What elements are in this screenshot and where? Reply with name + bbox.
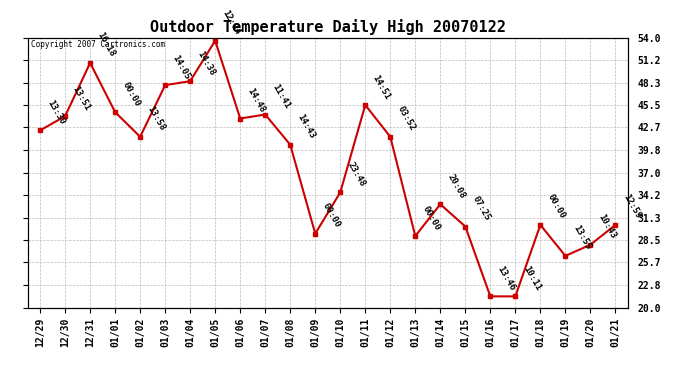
Text: 00:00: 00:00 <box>421 204 442 232</box>
Text: 14:38: 14:38 <box>196 49 217 77</box>
Text: 00:00: 00:00 <box>546 193 567 221</box>
Text: 14:05: 14:05 <box>170 53 192 81</box>
Text: 07:25: 07:25 <box>471 195 492 222</box>
Text: 13:51: 13:51 <box>70 84 92 112</box>
Text: 23:48: 23:48 <box>346 160 367 188</box>
Text: 20:08: 20:08 <box>446 172 467 200</box>
Text: 11:41: 11:41 <box>270 82 292 110</box>
Title: Outdoor Temperature Daily High 20070122: Outdoor Temperature Daily High 20070122 <box>150 19 506 35</box>
Text: Copyright 2007 Cartronics.com: Copyright 2007 Cartronics.com <box>30 40 165 49</box>
Text: 13:55: 13:55 <box>571 224 592 252</box>
Text: 16:18: 16:18 <box>96 31 117 59</box>
Text: 14:51: 14:51 <box>371 73 392 101</box>
Text: 14:43: 14:43 <box>296 113 317 141</box>
Text: 00:00: 00:00 <box>121 80 142 108</box>
Text: 10:11: 10:11 <box>521 264 542 292</box>
Text: 13:30: 13:30 <box>46 99 67 126</box>
Text: 14:48: 14:48 <box>246 87 267 114</box>
Text: 13:46: 13:46 <box>496 264 517 292</box>
Text: 03:52: 03:52 <box>396 105 417 133</box>
Text: 12:04: 12:04 <box>221 9 242 36</box>
Text: 12:59: 12:59 <box>621 193 642 221</box>
Text: 13:58: 13:58 <box>146 105 167 133</box>
Text: 10:43: 10:43 <box>596 213 617 241</box>
Text: 00:00: 00:00 <box>321 202 342 229</box>
